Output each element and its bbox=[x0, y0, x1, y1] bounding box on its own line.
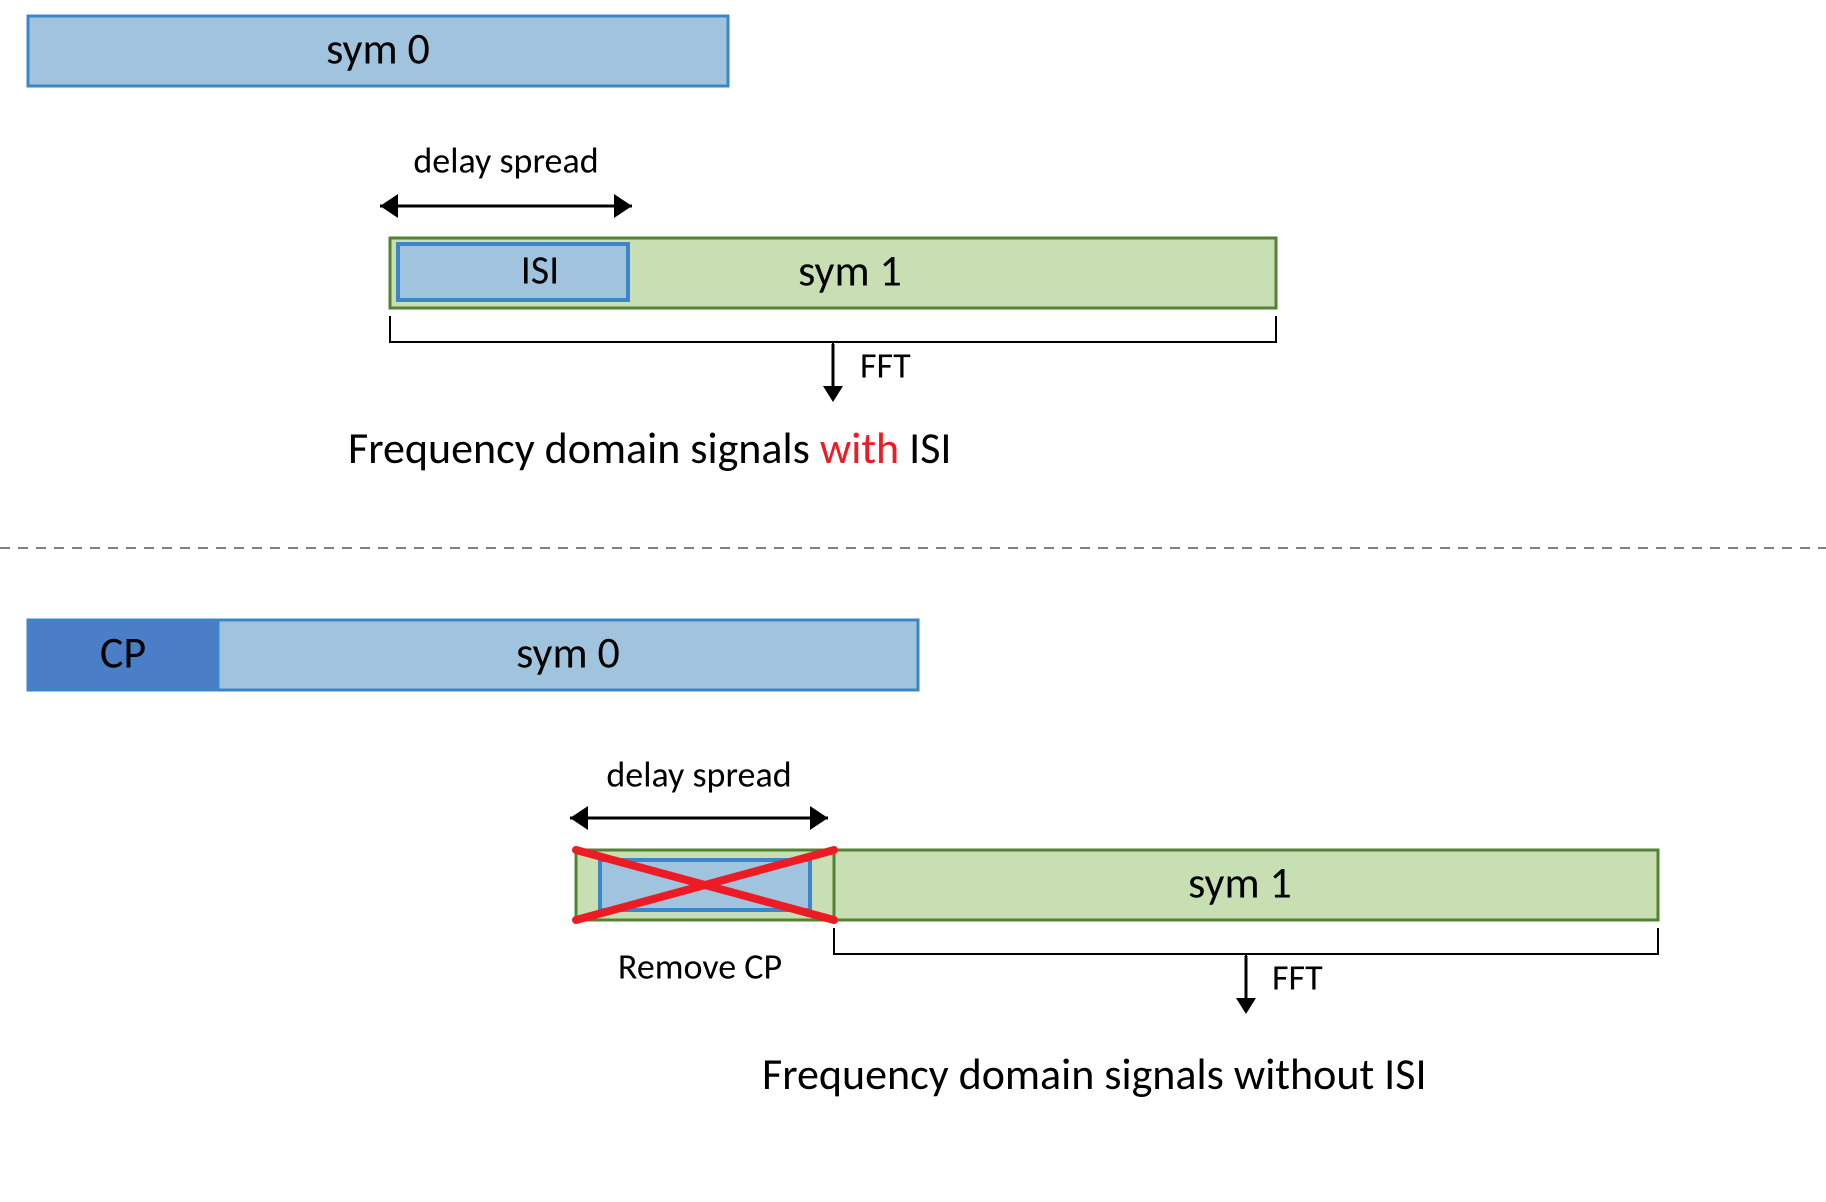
bottom-remove-cp-label: Remove CP bbox=[618, 945, 782, 989]
top-isi-box bbox=[398, 244, 628, 300]
top-sym0-label: sym 0 bbox=[326, 22, 430, 76]
top-result-text: Frequency domain signals with ISI bbox=[348, 421, 952, 475]
bottom-sym1-label: sym 1 bbox=[1188, 856, 1292, 910]
bottom-sym0-label: sym 0 bbox=[516, 626, 620, 680]
top-bracket-fft-label: FFT bbox=[860, 344, 911, 388]
top-isi-label: ISI bbox=[521, 246, 560, 295]
bottom-delay-spread-arrow bbox=[570, 806, 828, 830]
top-sym1-label: sym 1 bbox=[798, 244, 902, 298]
bottom-cp-label: CP bbox=[100, 626, 146, 680]
top-delay-spread-label: delay spread bbox=[413, 139, 598, 183]
bottom-result-text: Frequency domain signals without ISI bbox=[762, 1047, 1427, 1101]
bottom-bracket bbox=[834, 928, 1658, 1014]
top-bracket bbox=[390, 316, 1276, 402]
bottom-bracket-fft-label: FFT bbox=[1272, 956, 1323, 1000]
top-delay-spread-arrow bbox=[380, 194, 632, 218]
bottom-delay-spread-label: delay spread bbox=[606, 753, 791, 797]
